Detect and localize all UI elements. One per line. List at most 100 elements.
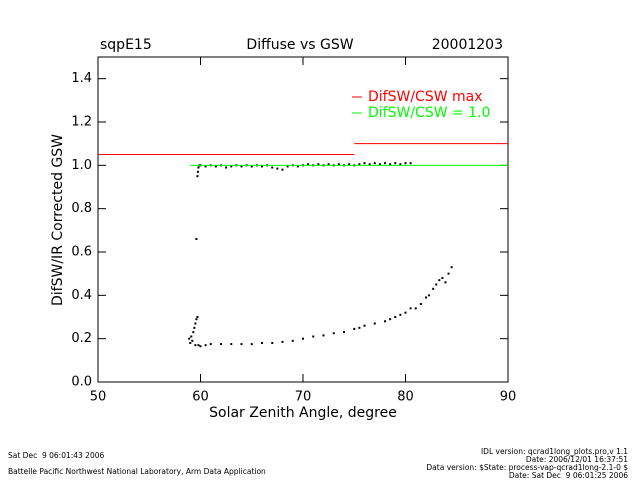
scatter-point <box>250 343 253 346</box>
scatter-point <box>428 294 431 297</box>
scatter-point <box>230 343 233 346</box>
scatter-point <box>447 272 450 275</box>
scatter-point <box>197 344 200 347</box>
scatter-point <box>438 279 441 282</box>
scatter-point <box>378 163 381 166</box>
scatter-point <box>191 339 194 342</box>
scatter-point <box>435 283 438 286</box>
scatter-point <box>432 287 435 290</box>
x-tick-label: 60 <box>192 390 209 405</box>
scatter-point <box>332 332 335 335</box>
scatter-point <box>261 342 263 344</box>
site-label: sqpE15 <box>100 37 152 53</box>
scatter-point <box>389 318 392 321</box>
scatter-point <box>384 320 386 323</box>
scatter-point <box>337 163 340 166</box>
y-tick-label: 0.8 <box>71 201 92 216</box>
scatter-point <box>389 163 392 166</box>
footer-text: Date: 2006/12/01 16:37:51 <box>526 455 628 464</box>
scatter-point <box>196 170 199 173</box>
scatter-point <box>302 337 304 340</box>
scatter-point <box>195 238 198 240</box>
scatter-point <box>425 296 427 299</box>
scatter-point <box>404 311 407 314</box>
scatter-point <box>291 339 294 342</box>
scatter-point <box>296 165 299 168</box>
scatter-point <box>250 165 253 168</box>
scatter-point <box>444 281 447 284</box>
scatter-point <box>195 318 198 321</box>
scatter-point <box>363 162 366 165</box>
scatter-point <box>194 344 197 347</box>
scatter-point <box>196 175 199 178</box>
legend-label: DifSW/CSW max <box>368 89 483 105</box>
y-axis-label: DifSW/IR Corrected GSW <box>50 134 66 306</box>
scatter-point <box>363 324 366 327</box>
scatter-point <box>204 344 207 347</box>
scatter-point <box>450 266 453 269</box>
y-tick-label: 0.4 <box>71 288 92 303</box>
scatter-point <box>322 334 325 337</box>
scatter-point <box>204 165 207 168</box>
scatter-point <box>394 316 397 318</box>
scatter-point <box>414 307 417 310</box>
scatter-point <box>240 343 243 346</box>
x-axis-label: Solar Zenith Angle, degree <box>209 405 397 421</box>
y-tick-label: 1.4 <box>71 71 92 86</box>
scatter-point <box>327 163 330 166</box>
x-tick-label: 80 <box>397 390 414 405</box>
scatter-point <box>220 343 222 346</box>
scatter-point <box>373 162 376 165</box>
scatter-point <box>192 331 195 334</box>
footer-text: Data version: $State: process-vap-qcrad1… <box>426 463 628 472</box>
y-tick-label: 0.0 <box>71 375 92 390</box>
scatter-point <box>317 163 320 166</box>
scatter-point <box>409 162 412 165</box>
scatter-point <box>193 326 196 329</box>
scatter-point <box>276 167 279 170</box>
scatter-point <box>190 335 193 338</box>
scatter-point <box>419 303 422 305</box>
scatter-point <box>404 162 407 165</box>
scatter-point <box>441 277 444 279</box>
footer-text: IDL version: qcrad1long_plots.pro,v 1.1 <box>481 447 628 456</box>
scatter-point <box>189 342 192 344</box>
scatter-point <box>199 345 202 348</box>
y-tick-label: 0.6 <box>71 245 92 260</box>
scatter-point <box>188 337 191 340</box>
scatter-point <box>384 162 386 165</box>
scatter-point <box>368 163 371 166</box>
footer-text: Battelle Pacific Northwest National Labo… <box>8 467 266 476</box>
scatter-point <box>197 166 200 169</box>
scatter-point <box>194 322 197 325</box>
scatter-point <box>373 322 376 325</box>
scatter-point <box>358 326 361 329</box>
y-tick-label: 1.0 <box>71 158 92 173</box>
x-tick-label: 90 <box>500 390 517 405</box>
chart-title: Diffuse vs GSW <box>246 37 353 53</box>
scatter-point <box>286 165 289 168</box>
scatter-point <box>358 163 361 166</box>
y-tick-label: 0.2 <box>71 331 92 346</box>
scatter-point <box>261 165 263 168</box>
scatter-point <box>240 165 243 168</box>
scatter-point <box>409 307 412 310</box>
x-tick-label: 70 <box>295 390 312 405</box>
scatter-point <box>209 343 212 346</box>
scatter-point <box>214 165 217 168</box>
scatter-point <box>348 163 351 166</box>
scatter-point <box>281 340 284 343</box>
scatter-point <box>399 163 402 166</box>
scatter-point <box>394 162 397 165</box>
footer-text: Sat Dec 9 06:01:43 2006 <box>8 451 105 460</box>
scatter-point <box>281 168 284 171</box>
scatter-point <box>343 331 345 334</box>
scatter-point <box>307 163 310 166</box>
scatter-point <box>271 166 274 169</box>
scatter-point <box>312 335 315 338</box>
x-tick-label: 50 <box>90 390 107 405</box>
scatter-point <box>399 313 402 316</box>
